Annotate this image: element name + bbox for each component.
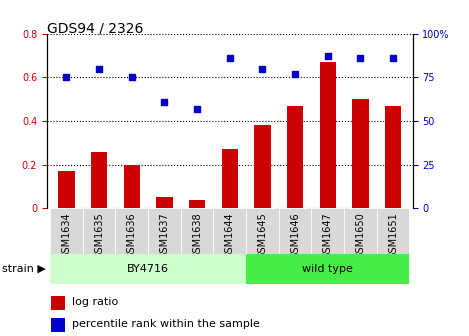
Point: [357, 55, 364, 61]
Point: [291, 71, 299, 77]
Bar: [352, 99, 369, 208]
Point: [259, 66, 266, 71]
Text: GSM1646: GSM1646: [290, 212, 300, 259]
FancyBboxPatch shape: [181, 208, 213, 254]
Bar: [91, 152, 107, 208]
Bar: [51, 318, 66, 332]
Bar: [58, 171, 75, 208]
FancyBboxPatch shape: [279, 208, 311, 254]
Text: GSM1635: GSM1635: [94, 212, 104, 259]
Text: percentile rank within the sample: percentile rank within the sample: [72, 319, 259, 329]
Text: GSM1644: GSM1644: [225, 212, 235, 259]
Point: [193, 106, 201, 112]
FancyBboxPatch shape: [311, 208, 344, 254]
Text: GSM1647: GSM1647: [323, 212, 333, 259]
Text: GSM1637: GSM1637: [159, 212, 169, 259]
Text: GSM1634: GSM1634: [61, 212, 71, 259]
Bar: [287, 106, 303, 208]
Text: GSM1638: GSM1638: [192, 212, 202, 259]
Point: [63, 75, 70, 80]
Text: strain ▶: strain ▶: [2, 264, 46, 274]
Bar: [156, 197, 173, 208]
Point: [128, 75, 136, 80]
Text: GSM1650: GSM1650: [356, 212, 365, 259]
Bar: [51, 296, 66, 310]
FancyBboxPatch shape: [246, 208, 279, 254]
FancyBboxPatch shape: [50, 208, 83, 254]
FancyBboxPatch shape: [246, 254, 409, 284]
Bar: [254, 125, 271, 208]
Text: GSM1645: GSM1645: [257, 212, 267, 259]
Text: BY4716: BY4716: [127, 264, 169, 274]
FancyBboxPatch shape: [115, 208, 148, 254]
FancyBboxPatch shape: [377, 208, 409, 254]
Point: [161, 99, 168, 104]
Bar: [222, 149, 238, 208]
FancyBboxPatch shape: [213, 208, 246, 254]
Point: [95, 66, 103, 71]
Text: log ratio: log ratio: [72, 297, 118, 307]
Text: wild type: wild type: [303, 264, 353, 274]
FancyBboxPatch shape: [148, 208, 181, 254]
Bar: [320, 62, 336, 208]
FancyBboxPatch shape: [344, 208, 377, 254]
Bar: [124, 165, 140, 208]
Bar: [385, 106, 401, 208]
FancyBboxPatch shape: [50, 254, 246, 284]
Point: [226, 55, 234, 61]
Text: GSM1651: GSM1651: [388, 212, 398, 259]
Point: [389, 55, 397, 61]
Point: [324, 54, 332, 59]
FancyBboxPatch shape: [83, 208, 115, 254]
Text: GDS94 / 2326: GDS94 / 2326: [47, 22, 143, 36]
Text: GSM1636: GSM1636: [127, 212, 137, 259]
Bar: [189, 200, 205, 208]
